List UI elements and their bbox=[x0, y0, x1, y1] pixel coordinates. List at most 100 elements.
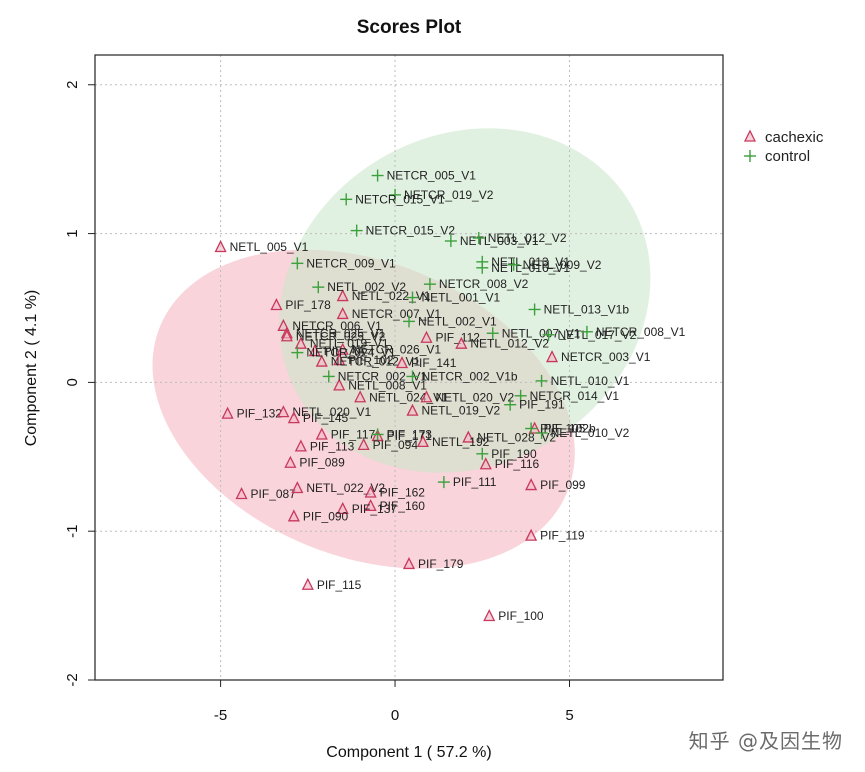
point-control bbox=[535, 426, 548, 439]
point-label: PIF_191 bbox=[519, 398, 565, 412]
point-label: NETL_012_V2 bbox=[470, 337, 549, 351]
point-label: NETCR_005_V1 bbox=[387, 169, 477, 183]
point-label: NETL_008_V1 bbox=[348, 378, 427, 392]
point-cachexic bbox=[525, 478, 538, 491]
point-label: PIF_179 bbox=[418, 557, 464, 571]
point-cachexic bbox=[235, 487, 248, 500]
point-label: NETL_010_V1 bbox=[551, 374, 630, 388]
point-label: PIF_090 bbox=[303, 509, 349, 523]
point-cachexic bbox=[336, 501, 349, 515]
point-label: NETCR_015_V2 bbox=[366, 224, 456, 238]
point-label: PIF_087 bbox=[251, 487, 297, 501]
point-label: NETL_007_V1 bbox=[502, 326, 581, 340]
point-label: NETCR_009_V1 bbox=[306, 256, 396, 270]
y-tick-label: -1 bbox=[64, 525, 81, 538]
legend: cachexic control bbox=[743, 129, 824, 165]
point-control bbox=[371, 169, 384, 182]
point-control bbox=[406, 370, 419, 383]
point-control bbox=[525, 422, 538, 435]
point-label: NETCR_008_V2 bbox=[439, 277, 529, 291]
point-label: NETL_028_V2 bbox=[477, 430, 556, 444]
point-label: PIF_102 bbox=[348, 353, 394, 367]
point-label: PIF_099 bbox=[540, 478, 586, 492]
point-control bbox=[322, 370, 335, 383]
point-control bbox=[340, 193, 353, 206]
point-label: NETCR_006_V1 bbox=[292, 319, 382, 333]
point-label: NETL_017_V2 bbox=[558, 328, 637, 342]
point-cachexic bbox=[333, 353, 346, 366]
point-control bbox=[403, 315, 415, 328]
y-tick-label: 1 bbox=[64, 229, 81, 237]
point-label: NETL_020_V1 bbox=[292, 405, 371, 419]
point-control bbox=[472, 232, 485, 245]
point-control bbox=[580, 325, 593, 338]
point-cachexic bbox=[525, 528, 538, 541]
legend-marker-cachexic bbox=[743, 129, 757, 142]
point-label: PIF_117 bbox=[331, 427, 376, 441]
point-label: NETL_009_V2 bbox=[523, 258, 602, 272]
point-cachexic bbox=[416, 434, 430, 448]
point-control bbox=[476, 447, 489, 460]
ellipse-control bbox=[279, 128, 651, 473]
confidence-ellipses bbox=[152, 128, 651, 569]
point-cachexic bbox=[483, 609, 496, 622]
point-control bbox=[406, 291, 419, 304]
point-cachexic bbox=[420, 390, 433, 403]
point-control bbox=[291, 257, 304, 270]
point-cachexic bbox=[308, 344, 321, 357]
point-cachexic bbox=[284, 455, 297, 468]
point-cachexic bbox=[315, 427, 328, 440]
point-control bbox=[312, 281, 325, 294]
point-label: NETL_002_V2 bbox=[327, 280, 406, 294]
point-label: PIF_105 bbox=[540, 422, 586, 436]
point-label: PIF_102b bbox=[544, 422, 596, 436]
y-tick-label: -2 bbox=[64, 673, 81, 686]
point-cachexic bbox=[354, 390, 367, 403]
y-tick-label: 0 bbox=[64, 378, 81, 386]
watermark: 知乎 @及因生物 bbox=[688, 729, 843, 753]
point-control bbox=[542, 328, 555, 341]
legend-label-cachexic: cachexic bbox=[765, 129, 824, 146]
point-control bbox=[507, 258, 520, 271]
x-tick-label: -5 bbox=[214, 707, 227, 724]
point-label: NETCR_008_V1 bbox=[596, 325, 686, 339]
point-cachexic bbox=[336, 289, 349, 302]
point-label: PIF_162 bbox=[380, 486, 426, 500]
x-axis-label: Component 1 ( 57.2 %) bbox=[326, 744, 491, 761]
point-control bbox=[528, 303, 541, 316]
y-axis-label: Component 2 ( 4.1 %) bbox=[23, 290, 40, 447]
point-control bbox=[504, 398, 517, 411]
point-cachexic bbox=[277, 318, 290, 331]
point-label: NETL_020_V2 bbox=[435, 390, 514, 404]
point-control bbox=[476, 261, 489, 274]
point-label: PIF_116 bbox=[495, 457, 540, 471]
point-cachexic bbox=[270, 298, 283, 311]
point-label: NETCR_003_V1 bbox=[561, 350, 651, 364]
point-label: NETCR_019_V2 bbox=[404, 188, 494, 202]
point-cachexic bbox=[315, 354, 328, 367]
point-label: PIF_094 bbox=[373, 438, 419, 452]
plot-frame bbox=[94, 54, 724, 681]
point-label: PIF_141 bbox=[411, 356, 457, 370]
point-label: PIF_132 bbox=[237, 407, 283, 421]
data-points: NETL_005_V1 PIF_178 NETL_022_V1 NETCR_007_V… bbox=[214, 169, 686, 623]
point-label: PIF_119 bbox=[540, 529, 585, 543]
point-label: PIF_173 bbox=[387, 427, 433, 441]
point-cachexic bbox=[294, 439, 307, 452]
point-cachexic bbox=[221, 406, 234, 419]
point-label: PIF_112 bbox=[435, 331, 480, 345]
point-cachexic bbox=[406, 403, 419, 416]
point-cachexic bbox=[420, 330, 433, 343]
point-label: NETCR_025_V1 bbox=[296, 326, 386, 340]
point-label: PIF_115 bbox=[317, 578, 362, 592]
point-label: NETCR_015_V1 bbox=[355, 192, 445, 206]
point-label: PIF_145 bbox=[303, 411, 349, 425]
point-cachexic bbox=[455, 336, 468, 349]
point-cachexic bbox=[333, 378, 346, 391]
point-label: PIF_089 bbox=[299, 456, 345, 470]
point-label: PIF_160 bbox=[380, 499, 426, 513]
point-cachexic bbox=[287, 509, 300, 522]
point-label: NETCR_002_V1b bbox=[421, 369, 517, 383]
point-cachexic bbox=[301, 577, 314, 590]
point-label: NETL_019_V2 bbox=[421, 404, 500, 418]
